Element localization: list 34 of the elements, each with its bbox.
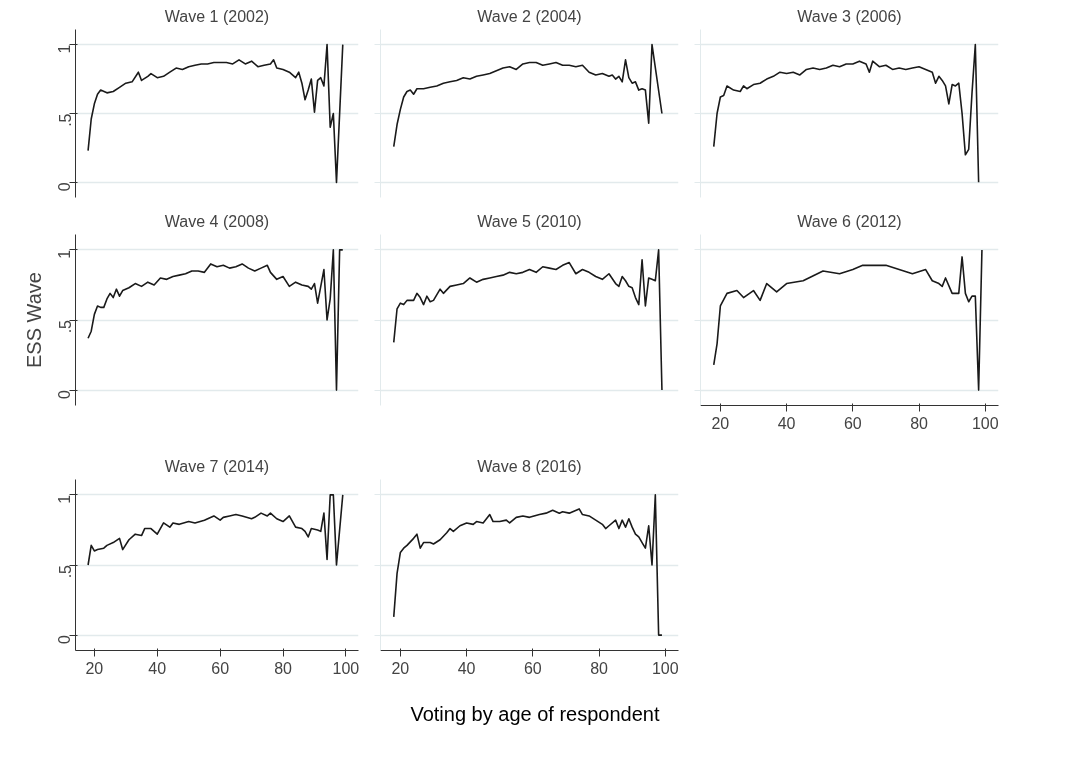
- y-tick-label: .5: [56, 113, 74, 127]
- chart-title: Wave 2 (2004): [477, 7, 582, 25]
- y-tick-label: 0: [56, 634, 74, 644]
- y-tick-label: 1: [56, 249, 74, 259]
- x-tick-label: 20: [85, 659, 104, 677]
- x-tick-label: 60: [211, 659, 230, 677]
- x-tick-label: 80: [274, 659, 293, 677]
- chart-title: Wave 3 (2006): [797, 7, 902, 25]
- x-tick-label: 20: [711, 414, 730, 432]
- y-tick-label: .5: [56, 319, 74, 334]
- x-tick-label: 100: [332, 659, 360, 677]
- x-tick-label: 100: [971, 414, 999, 432]
- chart-title: Wave 1 (2002): [164, 7, 270, 25]
- chart-title: Wave 6 (2012): [797, 212, 902, 230]
- chart-title: Wave 4 (2008): [164, 212, 270, 230]
- x-tick-label: 40: [777, 414, 796, 432]
- chart-title: Wave 5 (2010): [477, 212, 582, 230]
- x-tick-label: 80: [910, 414, 929, 432]
- x-tick-label: 40: [148, 659, 167, 677]
- x-tick-label: 40: [457, 659, 476, 677]
- y-tick-label: 1: [56, 494, 74, 504]
- x-tick-label: 60: [523, 659, 542, 677]
- y-axis-title: ESS Wave: [22, 272, 45, 368]
- x-tick-label: 60: [843, 414, 862, 432]
- y-tick-label: 0: [56, 182, 74, 192]
- x-axis-title: Voting by age of respondent: [410, 702, 660, 727]
- y-tick-label: .5: [56, 564, 74, 579]
- x-tick-label: 80: [590, 659, 609, 677]
- y-tick-label: 0: [56, 389, 74, 399]
- x-tick-label: 20: [391, 659, 410, 677]
- chart-title: Wave 7 (2014): [164, 457, 270, 475]
- y-tick-label: 1: [56, 44, 74, 54]
- chart-title: Wave 8 (2016): [477, 457, 582, 475]
- x-tick-label: 100: [651, 659, 679, 677]
